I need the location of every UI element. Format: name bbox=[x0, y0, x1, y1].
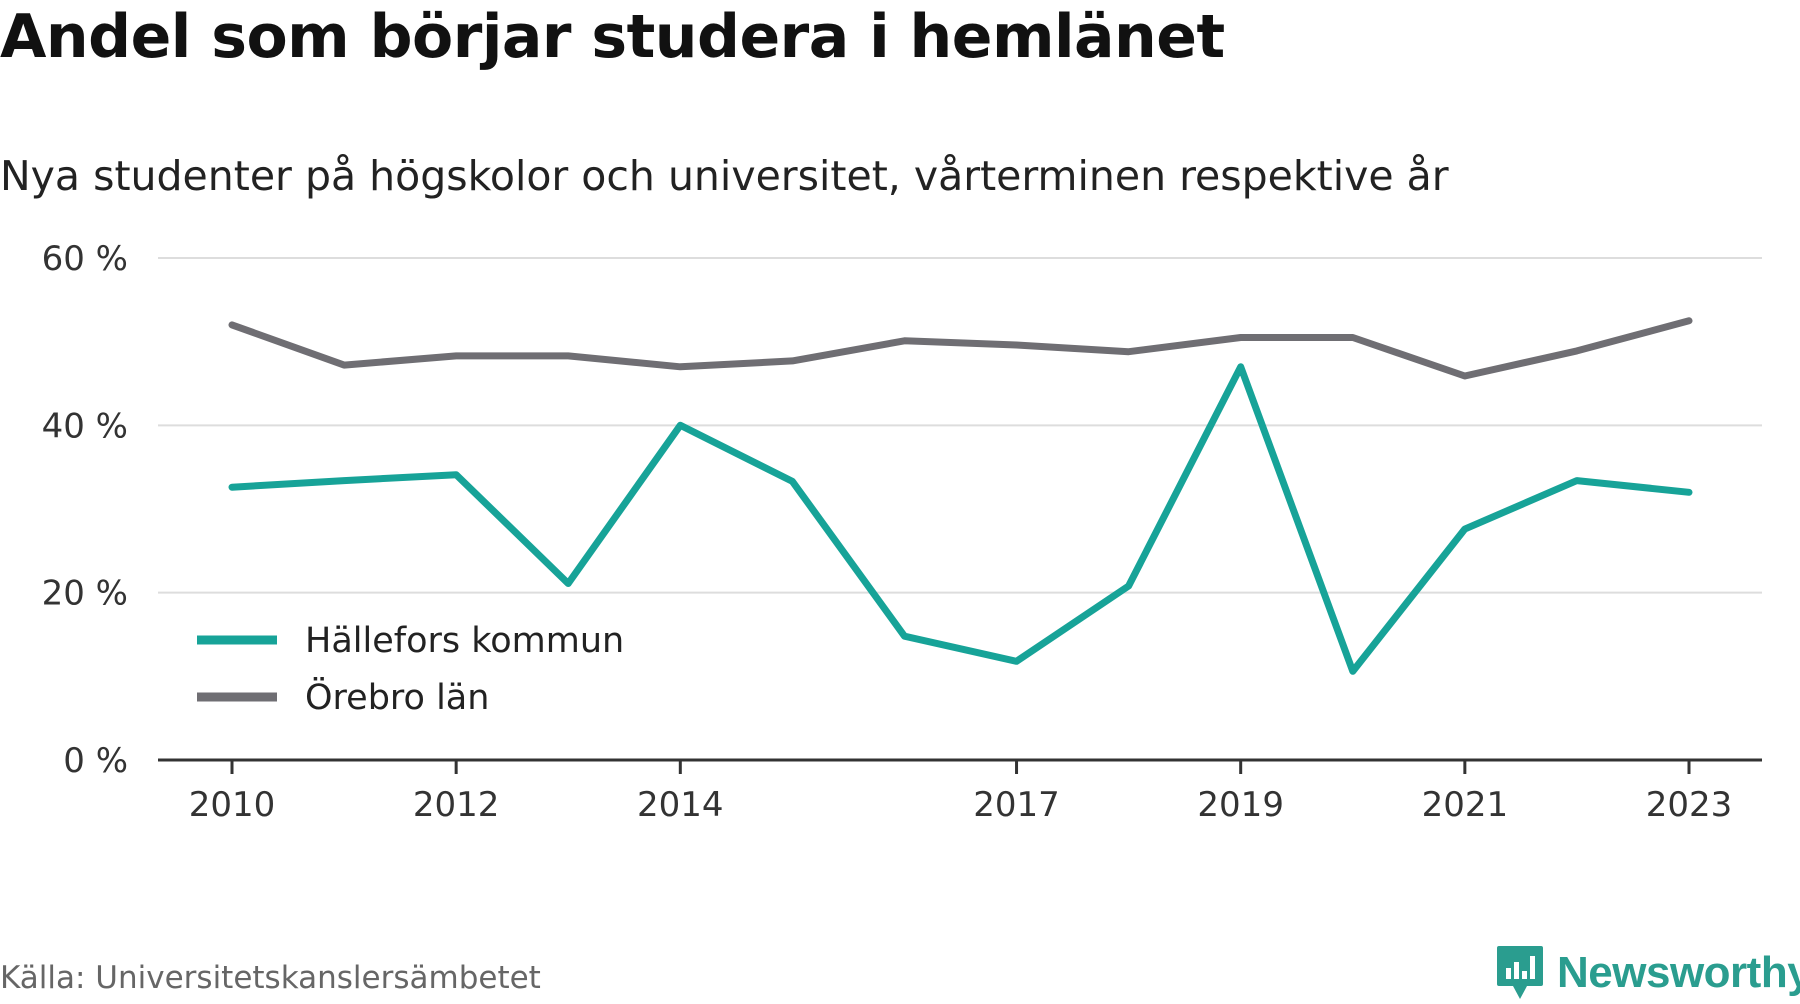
legend: Hällefors kommun Örebro län bbox=[197, 621, 624, 718]
source-note: Källa: Universitetskanslersämbetet bbox=[0, 960, 541, 996]
x-tick-label: 2017 bbox=[973, 785, 1060, 825]
line-chart: 0 % 20 % 40 % 60 % 2010 2012 2014 2017 2019 2021… bbox=[42, 239, 1762, 825]
bar-chart-speech-bubble-icon bbox=[1497, 946, 1543, 999]
x-tick-label: 2019 bbox=[1197, 785, 1284, 825]
chart-title: Andel som börjar studera i hemlänet bbox=[0, 2, 1225, 72]
y-tick-label: 0 % bbox=[63, 741, 128, 781]
chart-subtitle: Nya studenter på högskolor och universit… bbox=[0, 152, 1449, 200]
series-line-1 bbox=[228, 363, 1693, 675]
legend-label: Hällefors kommun bbox=[305, 621, 624, 661]
y-tick-label: 20 % bbox=[42, 574, 128, 614]
x-tick-label: 2012 bbox=[413, 785, 500, 825]
brand-name: Newsworthy bbox=[1557, 948, 1800, 997]
series-line-2 bbox=[228, 317, 1693, 380]
x-tick-label: 2023 bbox=[1646, 785, 1733, 825]
grid-lines bbox=[158, 257, 1762, 594]
x-tick-label: 2010 bbox=[189, 785, 276, 825]
brand-logo: Newsworthy bbox=[1495, 942, 1800, 1004]
x-tick-label: 2014 bbox=[637, 785, 724, 825]
x-axis: 2010 2012 2014 2017 2019 2021 2023 bbox=[158, 758, 1762, 825]
x-tick-label: 2021 bbox=[1422, 785, 1509, 825]
series-lines bbox=[228, 317, 1693, 675]
y-axis-ticks: 0 % 20 % 40 % 60 % bbox=[42, 239, 128, 781]
y-tick-label: 40 % bbox=[42, 406, 128, 446]
legend-label: Örebro län bbox=[305, 676, 489, 718]
y-tick-label: 60 % bbox=[42, 239, 128, 279]
